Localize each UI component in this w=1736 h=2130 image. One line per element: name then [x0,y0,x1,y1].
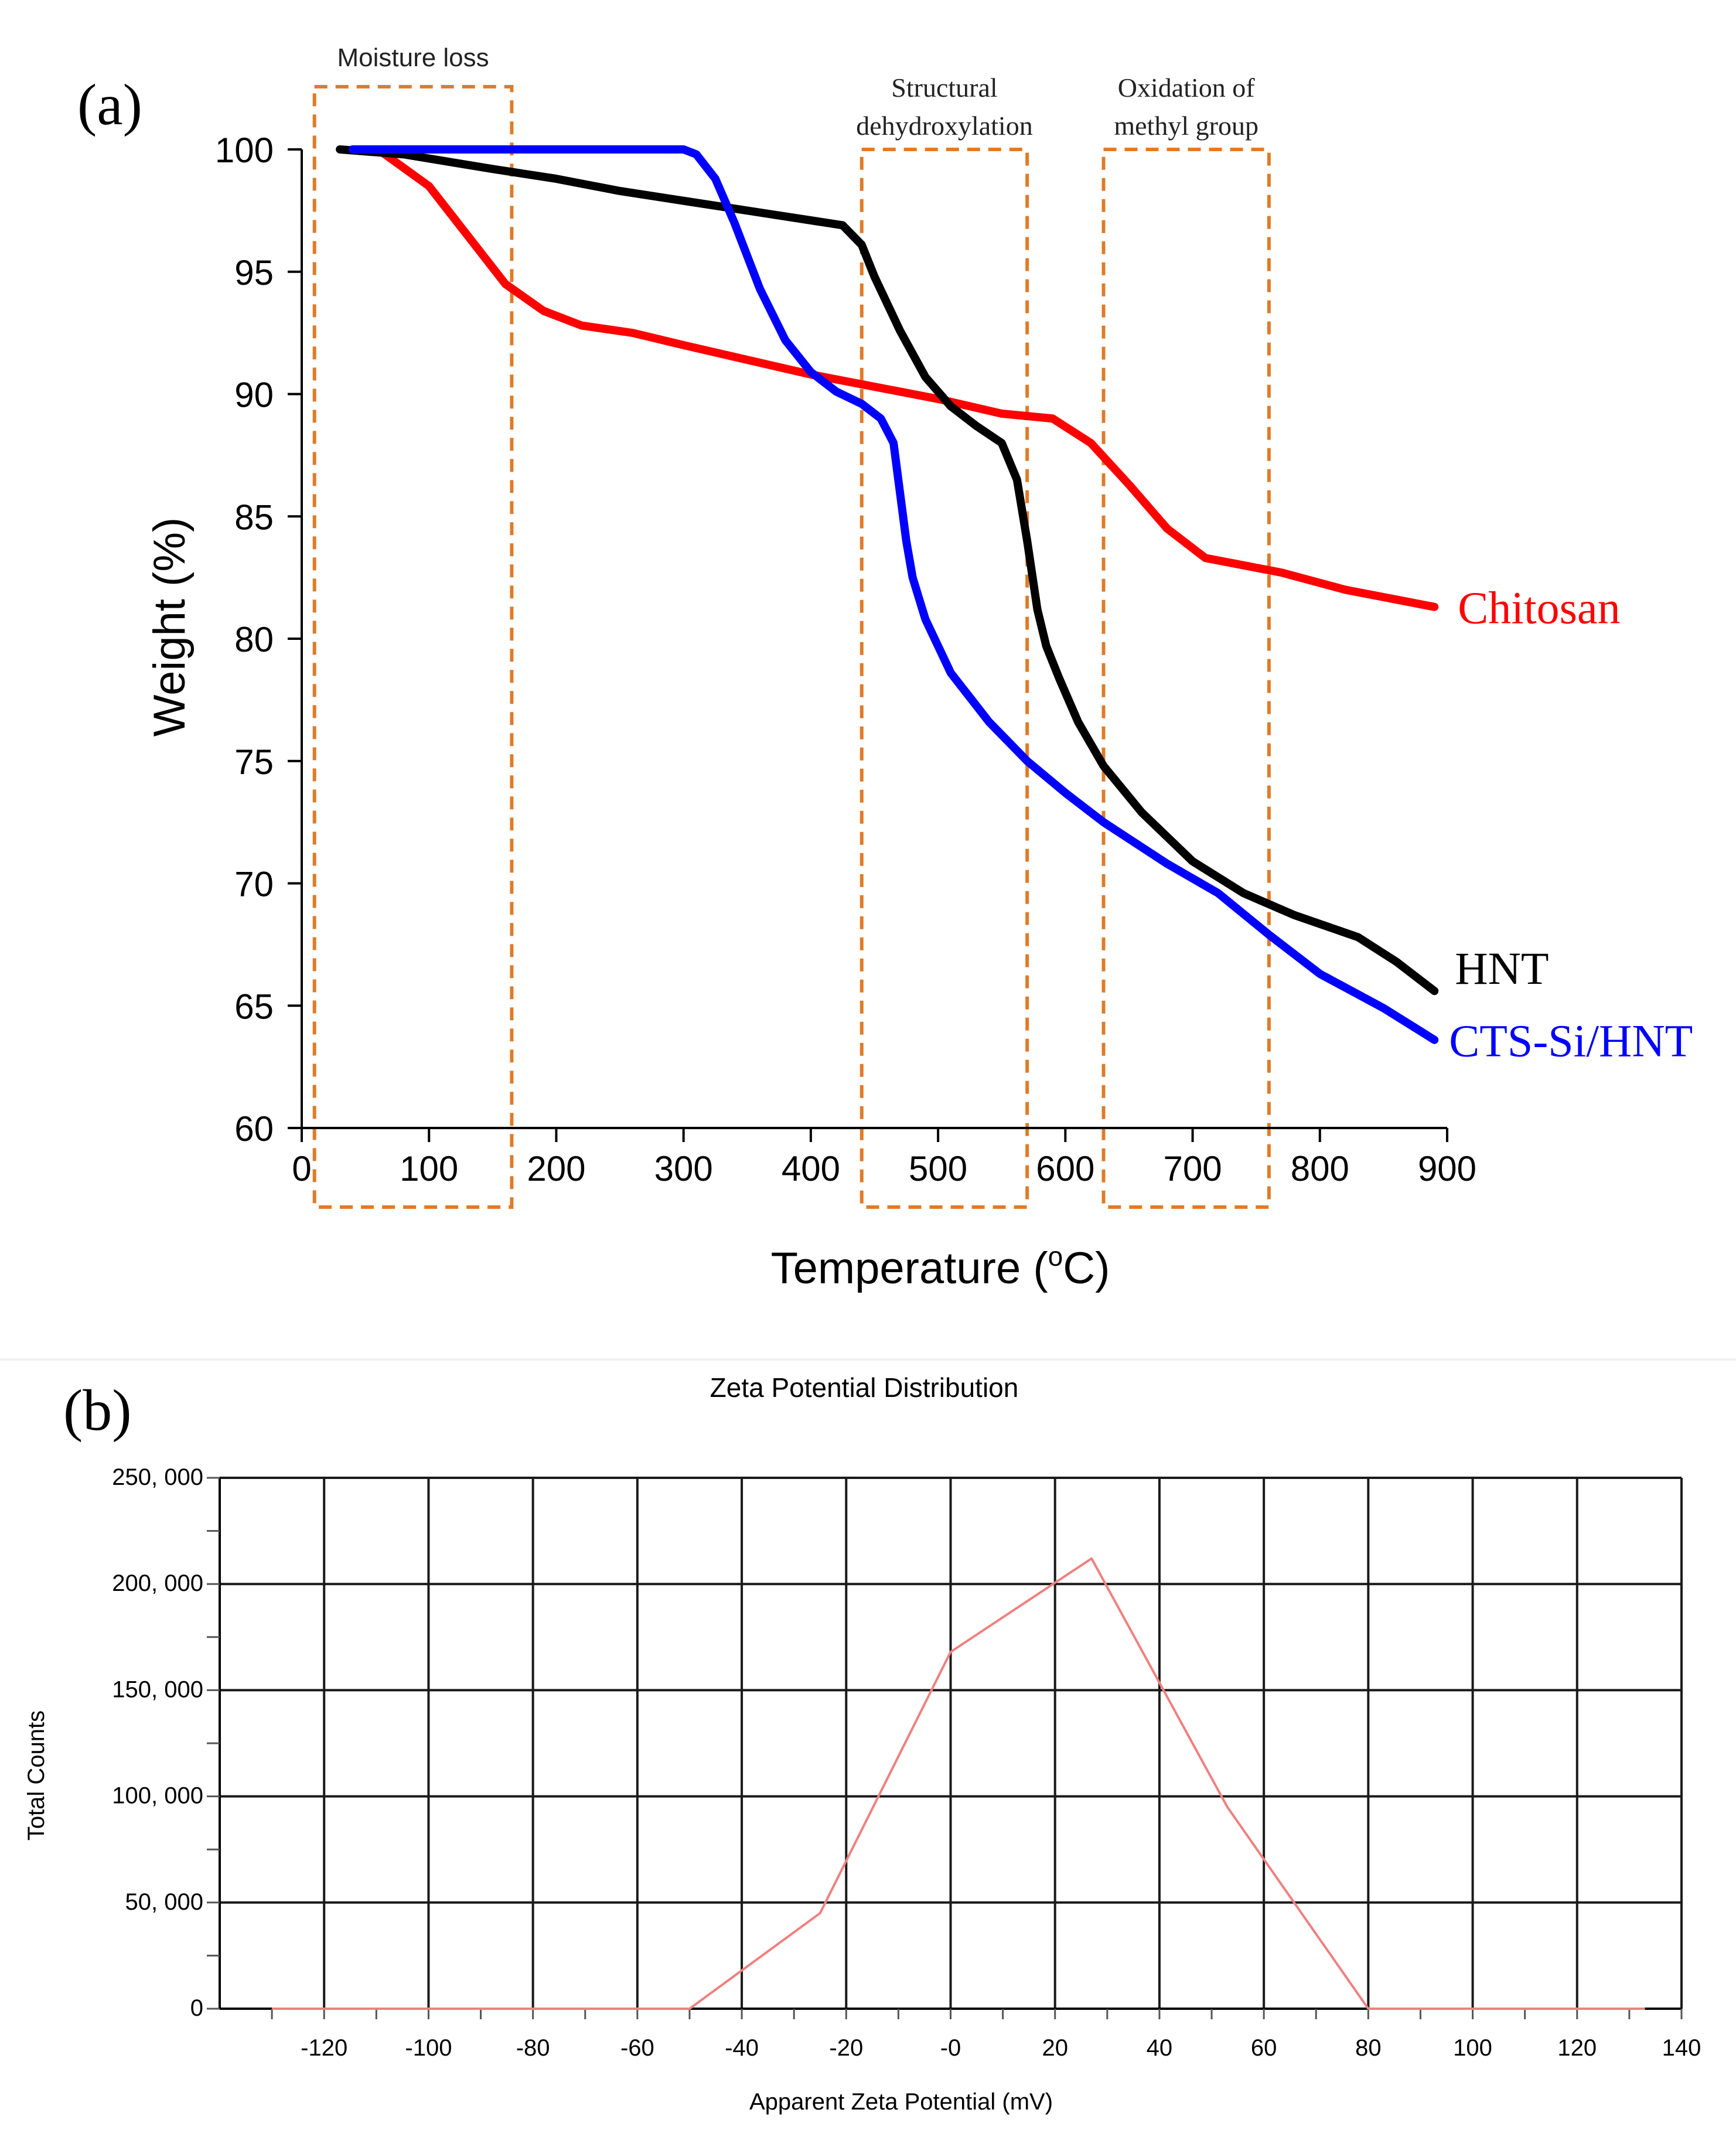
x-tick-label: 600 [1036,1149,1094,1188]
x-tick-label: 300 [654,1149,713,1188]
region-label: Moisture loss [337,43,489,72]
x-tick-label: 40 [1147,2035,1173,2061]
y-tick-label: 70 [234,865,274,904]
y-tick-label: 100 [215,131,274,170]
x-tick-label: 60 [1251,2035,1277,2061]
region-box-moisture-loss [312,85,514,1209]
series-line-zeta [272,1557,1645,2010]
y-tick-label: 75 [234,742,274,782]
region-label: dehydroxylation [856,111,1033,141]
x-tick-label: 140 [1662,2035,1701,2061]
y-tick-label: 150, 000 [112,1676,203,1702]
x-tick-label: 900 [1418,1149,1476,1188]
region-label: Structural [891,73,997,103]
region-label: methyl group [1114,111,1258,141]
tga-chart: (a) Moisture loss Structural dehydroxylati… [77,43,1693,1293]
x-axis-title: Temperature (oC) [771,1241,1110,1293]
x-tick-label: -80 [516,2035,550,2061]
x-tick-label: 400 [782,1149,840,1188]
y-tick-label: 95 [234,253,274,292]
y-tick-label: 60 [234,1109,274,1149]
region-label: Oxidation of [1118,73,1255,103]
y-axis-title: Weight (%) [145,517,195,737]
y-tick-label: 250, 000 [112,1464,203,1490]
x-tick-label: 500 [909,1149,967,1188]
x-tick-label: -60 [620,2035,654,2061]
y-tick-label: 50, 000 [125,1889,203,1915]
region-box-oxidation-of [1101,148,1271,1209]
y-axis-title: Total Counts [23,1710,49,1841]
x-tick-label: -120 [301,2035,347,2061]
y-tick-label: 0 [190,1995,203,2021]
x-tick-label: -0 [940,2035,961,2061]
x-axis-title: Apparent Zeta Potential (mV) [749,2089,1053,2115]
x-tick-label: 200 [527,1149,585,1188]
x-tick-label: 700 [1164,1149,1222,1188]
x-tick-label: 800 [1291,1149,1349,1188]
y-tick-label: 200, 000 [112,1570,203,1596]
x-tick-label: 100 [400,1149,458,1188]
zeta-chart: (b) Zeta Potential Distribution 0 50, 000… [0,1358,1736,2115]
x-tick-label: 100 [1453,2035,1492,2061]
x-tick-label: -100 [405,2035,452,2061]
x-tick-label: 120 [1557,2035,1597,2061]
series-label-chitosan: Chitosan [1458,582,1620,633]
chart-title: Zeta Potential Distribution [710,1372,1019,1403]
y-tick-label: 65 [234,987,274,1026]
x-tick-label: -40 [725,2035,759,2061]
series-line-chitosan [374,145,1439,611]
panel-label-b: (b) [63,1378,132,1443]
x-tick-label: 80 [1355,2035,1382,2061]
x-tick-label: -20 [829,2035,863,2061]
series-line-hnt [336,145,1439,996]
series-label-cts-si-hnt: CTS-Si/HNT [1449,1015,1693,1066]
x-tick-label: 0 [292,1149,311,1188]
y-tick-label: 85 [234,497,274,537]
panel-label-a: (a) [77,72,142,137]
series-line-cts-si-hnt [348,145,1439,1044]
x-tick-label: 20 [1042,2035,1068,2061]
y-tick-label: 80 [234,620,274,659]
series-label-hnt: HNT [1455,943,1549,994]
y-tick-label: 100, 000 [112,1783,203,1809]
y-tick-label: 90 [234,376,274,415]
